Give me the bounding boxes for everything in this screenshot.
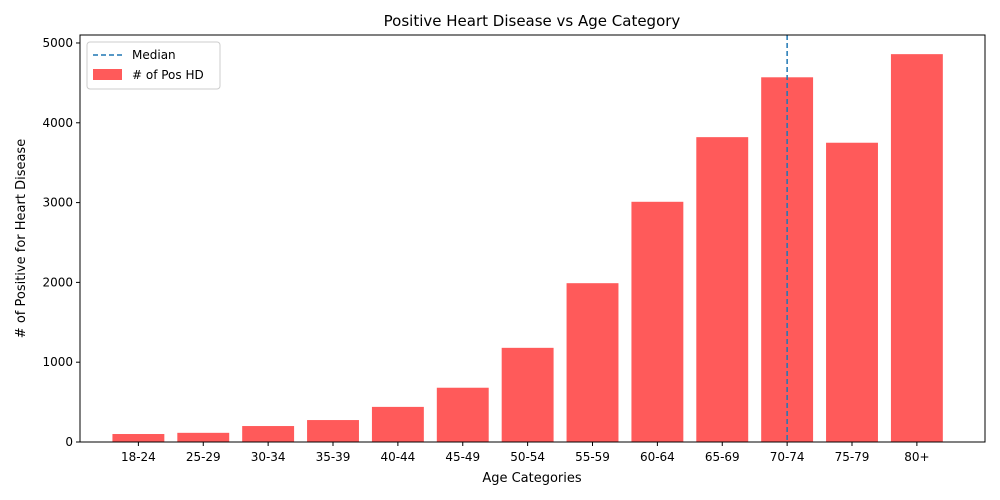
y-tick-label-4000: 4000	[42, 116, 73, 130]
x-tick-label-55-59: 55-59	[575, 450, 610, 464]
bar-25-29	[177, 432, 230, 442]
y-tick-label-1000: 1000	[42, 355, 73, 369]
legend-median-label: Median	[132, 48, 176, 62]
bar-18-24	[112, 434, 165, 442]
y-tick-label-5000: 5000	[42, 36, 73, 50]
bar-55-59	[566, 283, 619, 442]
x-tick-label-30-34: 30-34	[251, 450, 286, 464]
x-tick-label-60-64: 60-64	[640, 450, 675, 464]
x-axis: 18-24 25-29 30-34 35-39 40-44 45-49 50-54 55-59…	[121, 442, 930, 464]
bar-60-64	[631, 201, 684, 442]
y-tick-label-3000: 3000	[42, 196, 73, 210]
x-axis-title: Age Categories	[482, 471, 582, 486]
bars-layer	[112, 54, 943, 442]
plot-frame	[79, 34, 986, 443]
x-tick-label-40-44: 40-44	[380, 450, 415, 464]
bar-35-39	[307, 420, 359, 442]
bar-30-34	[242, 426, 295, 442]
bar-45-49	[436, 387, 489, 442]
x-tick-label-70-74: 70-74	[770, 450, 805, 464]
chart-title: Positive Heart Disease vs Age Category	[384, 12, 681, 30]
y-tick-label-0: 0	[65, 435, 73, 449]
x-tick-label-25-29: 25-29	[186, 450, 221, 464]
bar-75-79	[826, 142, 878, 442]
bar-80+	[890, 54, 943, 442]
y-axis: 0 1000 2000 3000 4000 5000	[42, 36, 80, 449]
bar-65-69	[696, 137, 749, 442]
bar-50-54	[501, 347, 554, 442]
bar-40-44	[371, 406, 424, 442]
x-tick-label-80+: 80+	[904, 450, 929, 464]
legend-bar-label: # of Pos HD	[132, 68, 204, 82]
legend: Median # of Pos HD	[86, 41, 221, 90]
y-axis-title: # of Positive for Heart Disease	[14, 139, 29, 338]
x-tick-label-65-69: 65-69	[705, 450, 740, 464]
legend-bar-swatch	[93, 69, 122, 80]
x-tick-label-50-54: 50-54	[510, 450, 545, 464]
x-tick-label-35-39: 35-39	[316, 450, 351, 464]
x-tick-label-75-79: 75-79	[835, 450, 870, 464]
x-tick-label-18-24: 18-24	[121, 450, 156, 464]
y-tick-label-2000: 2000	[42, 275, 73, 289]
x-tick-label-45-49: 45-49	[445, 450, 480, 464]
